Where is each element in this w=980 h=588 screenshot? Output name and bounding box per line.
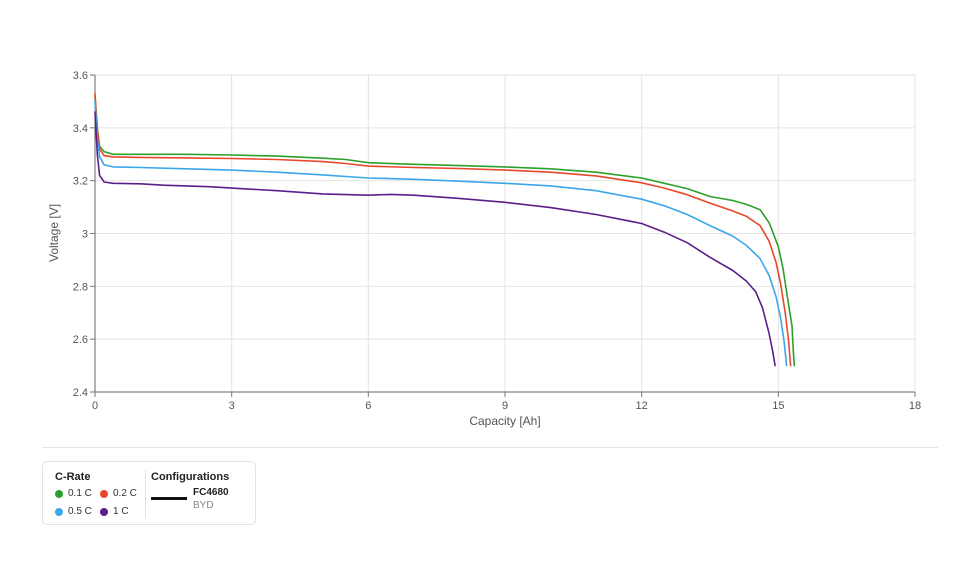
legend-separator — [145, 470, 146, 518]
y-tick-label: 3 — [82, 229, 88, 241]
legend-crate-title: C-Rate — [55, 471, 91, 483]
legend-item-label: 0.5 C — [68, 506, 92, 517]
chart-legend: C-Rate 0.1 C 0.2 C 0.5 C 1 C Configurati… — [42, 461, 256, 525]
config-name[interactable]: FC4680 — [193, 487, 229, 498]
y-tick-label: 2.8 — [73, 281, 88, 293]
legend-config-title: Configurations — [151, 471, 230, 483]
y-tick-label: 3.6 — [73, 70, 88, 82]
legend-item-label: 0.2 C — [113, 488, 137, 499]
x-axis-ticks: 0 3 6 9 12 15 18 — [92, 392, 921, 412]
legend-item-0-5c[interactable]: 0.5 C — [55, 506, 92, 517]
y-tick-label: 3.2 — [73, 176, 88, 188]
legend-item-label: 1 C — [113, 506, 129, 517]
legend-dot-icon — [100, 507, 108, 516]
legend-item-0-1c[interactable]: 0.1 C — [55, 488, 92, 499]
x-tick-label: 0 — [92, 400, 98, 412]
legend-item-label: 0.1 C — [68, 488, 92, 499]
series-line-0-5-c — [94, 100, 788, 367]
x-tick-label: 18 — [909, 400, 921, 412]
x-tick-label: 6 — [365, 400, 371, 412]
y-axis-label: Voltage [V] — [47, 204, 61, 262]
chart-divider — [42, 447, 938, 448]
series-line-1-c — [94, 111, 776, 367]
x-tick-label: 9 — [502, 400, 508, 412]
config-manufacturer: BYD — [193, 500, 214, 511]
y-tick-label: 3.4 — [73, 123, 88, 135]
legend-dot-icon — [100, 489, 108, 498]
y-tick-label: 2.4 — [73, 387, 88, 399]
legend-dot-icon — [55, 507, 63, 516]
chart-series — [94, 92, 796, 367]
voltage-capacity-chart: 0 3 6 9 12 15 18 2.4 2.6 2.8 3 3.2 3.4 3.6 Capacity … — [47, 70, 921, 428]
y-axis-ticks: 2.4 2.6 2.8 3 3.2 3.4 3.6 — [73, 70, 95, 399]
y-tick-label: 2.6 — [73, 334, 88, 346]
config-line-swatch — [151, 497, 187, 500]
legend-dot-icon — [55, 489, 63, 498]
series-line-0-1-c — [94, 95, 796, 367]
legend-item-1c[interactable]: 1 C — [100, 506, 129, 517]
chart-grid — [95, 74, 916, 392]
legend-item-0-2c[interactable]: 0.2 C — [100, 488, 137, 499]
x-axis-label: Capacity [Ah] — [469, 414, 540, 428]
x-tick-label: 15 — [772, 400, 784, 412]
series-line-0-2-c — [94, 92, 792, 367]
x-tick-label: 3 — [229, 400, 235, 412]
x-tick-label: 12 — [636, 400, 648, 412]
